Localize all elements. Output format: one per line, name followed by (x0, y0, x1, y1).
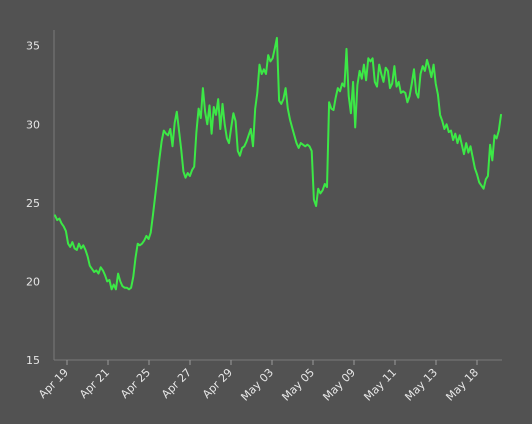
y-axis: 15 20 25 30 35 (26, 30, 55, 367)
x-axis: Apr 19 Apr 21 Apr 25 Apr 27 Apr 29 May 03 May … (36, 359, 502, 404)
x-tick-label: Apr 25 (118, 366, 153, 401)
x-tick-label: May 11 (361, 366, 399, 404)
x-tick-label: Apr 21 (77, 366, 112, 401)
x-tick-label: May 09 (320, 366, 358, 404)
y-tick-label: 20 (26, 275, 40, 288)
x-tick-label: Apr 27 (159, 366, 194, 401)
x-tick-label: Apr 29 (200, 366, 235, 401)
x-tick-label: May 18 (443, 366, 481, 404)
series-line (54, 36, 502, 291)
x-tick-label: May 03 (238, 366, 276, 404)
x-tick-label: Apr 19 (36, 366, 71, 401)
y-tick-label: 30 (26, 118, 40, 131)
y-tick-label: 25 (26, 197, 40, 210)
y-tick-label: 15 (26, 354, 40, 367)
x-tick-label: May 05 (279, 366, 317, 404)
y-tick-label: 35 (26, 40, 40, 53)
x-tick-label: May 13 (402, 366, 440, 404)
